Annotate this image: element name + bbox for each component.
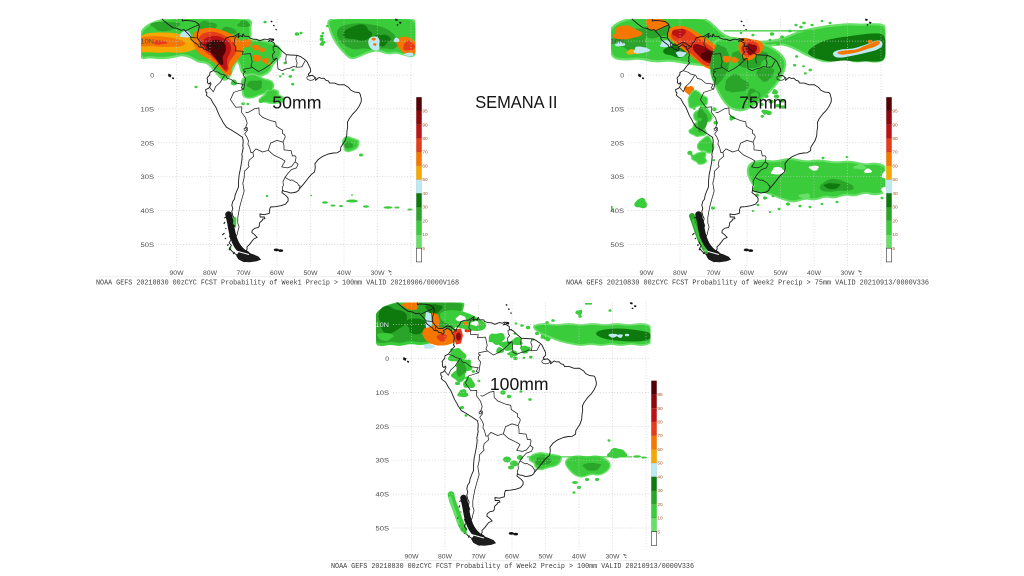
svg-text:SEMANA II: SEMANA II [475,92,557,112]
svg-text:100mm: 100mm [490,374,549,394]
svg-text:10N: 10N [376,322,390,329]
svg-text:50mm: 50mm [272,93,321,113]
svg-text:NOAA GEFS 20210830 00zCYC FCST: NOAA GEFS 20210830 00zCYC FCST Probabili… [566,279,929,287]
svg-text:75mm: 75mm [739,93,787,113]
svg-text:NOAA GEFS 20210830 00zCYC FCST: NOAA GEFS 20210830 00zCYC FCST Probabili… [96,279,459,287]
svg-text:NOAA GEFS 20210830 00zCYC FCST: NOAA GEFS 20210830 00zCYC FCST Probabili… [331,563,694,571]
